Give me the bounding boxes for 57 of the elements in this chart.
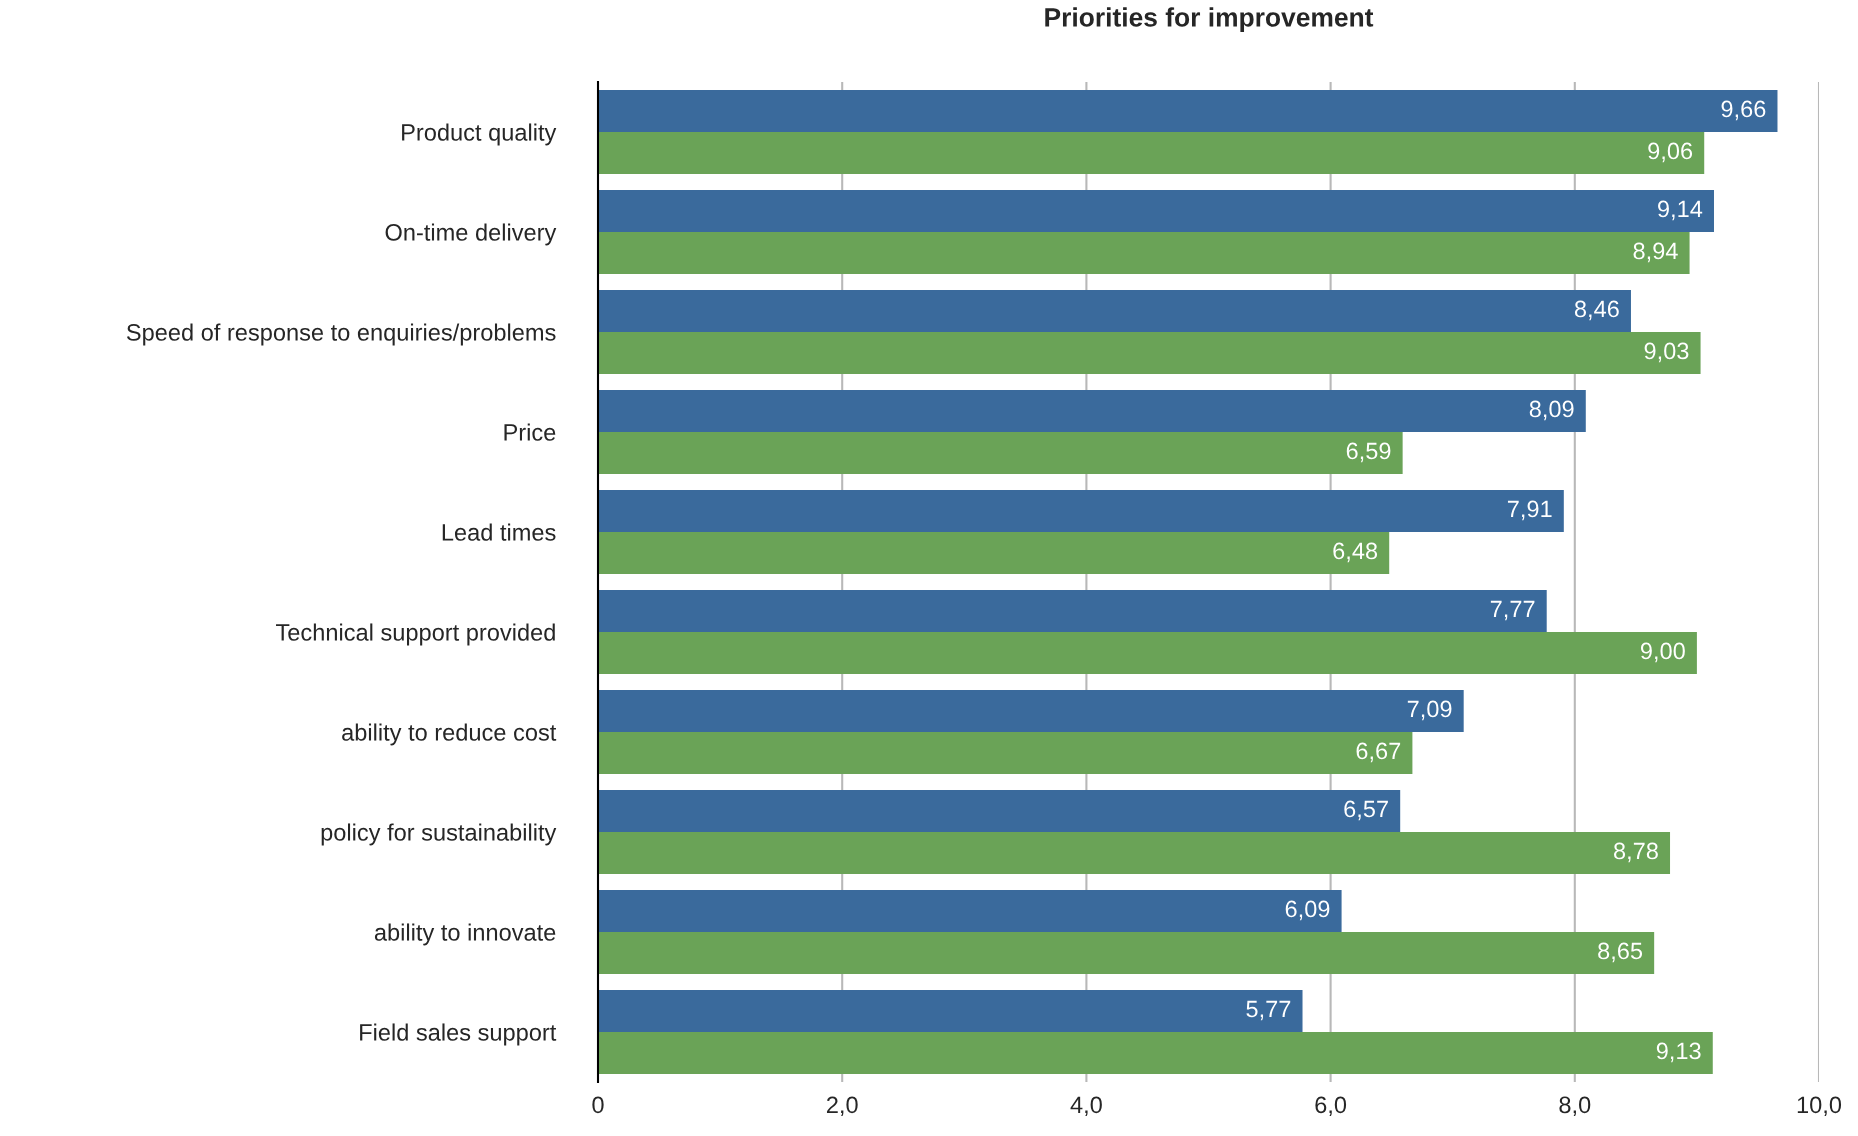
data-label: 8,09 [1529, 400, 1574, 421]
x-tick-label: 10,0 [1797, 1096, 1842, 1117]
x-tick-label: 0 [592, 1096, 604, 1114]
x-tick-label: 6,0 [1315, 1096, 1347, 1117]
data-label: 8,94 [1633, 242, 1678, 263]
bar [598, 832, 1671, 874]
data-label: 6,48 [1333, 542, 1378, 563]
bar [598, 890, 1342, 932]
bar [598, 932, 1655, 974]
bar [598, 532, 1390, 574]
bar [598, 232, 1690, 274]
data-label: 5,77 [1246, 1000, 1291, 1021]
data-label: 8,46 [1574, 300, 1619, 321]
bar [598, 690, 1464, 732]
bar [598, 132, 1705, 174]
data-label: 6,59 [1346, 442, 1391, 463]
x-tick-label: 2,0 [826, 1096, 858, 1117]
data-label: 6,67 [1356, 742, 1401, 763]
bar [598, 490, 1564, 532]
data-label: 7,09 [1407, 700, 1452, 721]
data-label: 9,66 [1721, 100, 1766, 121]
data-label: 9,06 [1648, 142, 1693, 163]
y-tick-label: Lead times [442, 523, 556, 541]
bar [598, 732, 1413, 774]
y-tick-label: policy for sustainability [321, 823, 557, 846]
bar [598, 432, 1403, 474]
bar [598, 1032, 1713, 1074]
data-label: 6,09 [1285, 900, 1330, 921]
bar [598, 632, 1697, 674]
data-label: 8,65 [1598, 942, 1643, 963]
bar [598, 590, 1547, 632]
y-tick-label: Field sales support [360, 1023, 557, 1046]
data-label: 9,14 [1658, 200, 1703, 221]
data-label: 9,03 [1644, 342, 1689, 363]
bar [598, 332, 1701, 374]
data-label: 6,57 [1344, 800, 1388, 821]
data-label: 7,91 [1507, 500, 1552, 521]
bar [598, 790, 1401, 832]
data-label: 8,78 [1614, 842, 1658, 863]
bar [598, 90, 1778, 132]
data-label: 7,77 [1490, 600, 1535, 621]
bar [598, 990, 1303, 1032]
x-tick-label: 4,0 [1070, 1096, 1102, 1117]
y-tick-label: ability to reduce cost [342, 723, 557, 746]
y-tick-label: ability to innovate [374, 923, 556, 946]
y-tick-label: On-time delivery [385, 223, 557, 246]
chart-title: Priorities for improvement [1045, 7, 1374, 32]
y-tick-label: Product quality [402, 123, 557, 146]
bar [598, 190, 1714, 232]
bar [598, 390, 1586, 432]
bar [598, 290, 1631, 332]
data-label: 9,00 [1640, 642, 1685, 663]
x-tick-label: 8,0 [1559, 1096, 1591, 1117]
data-label: 9,13 [1656, 1042, 1701, 1063]
y-tick-label: Price [504, 423, 556, 441]
y-tick-label: Technical support provided [276, 623, 555, 646]
y-tick-label: Speed of response to enquiries/problems [126, 323, 556, 346]
